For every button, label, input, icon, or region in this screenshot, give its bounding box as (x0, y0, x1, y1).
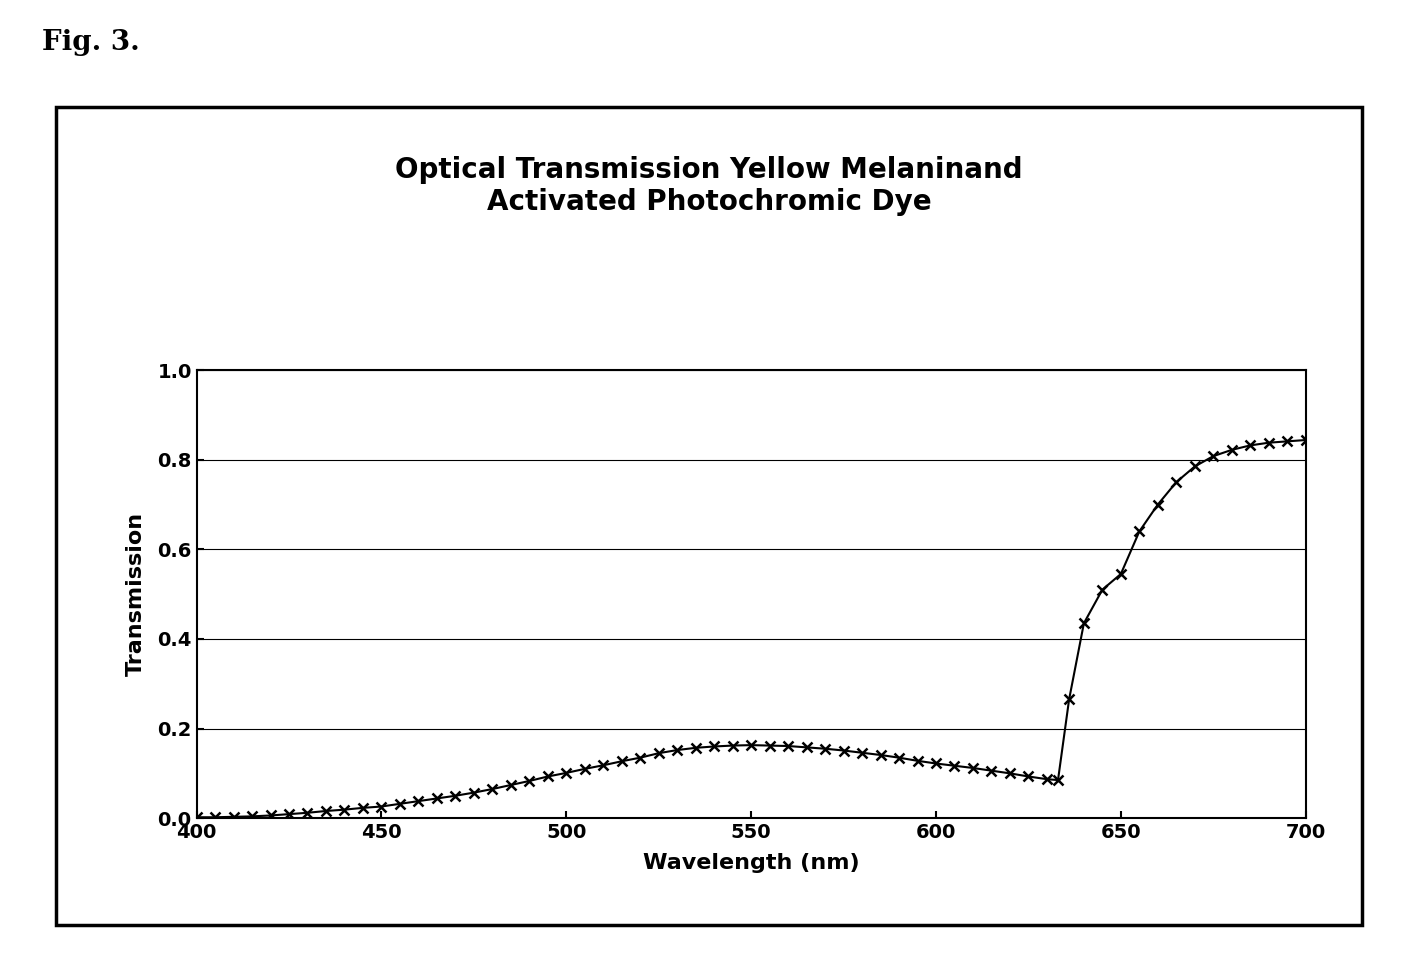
Y-axis label: Transmission: Transmission (126, 512, 146, 676)
Text: Optical Transmission Yellow Melaninand
Activated Photochromic Dye: Optical Transmission Yellow Melaninand A… (395, 156, 1024, 216)
Text: Fig. 3.: Fig. 3. (42, 29, 140, 56)
X-axis label: Wavelength (nm): Wavelength (nm) (643, 853, 859, 873)
